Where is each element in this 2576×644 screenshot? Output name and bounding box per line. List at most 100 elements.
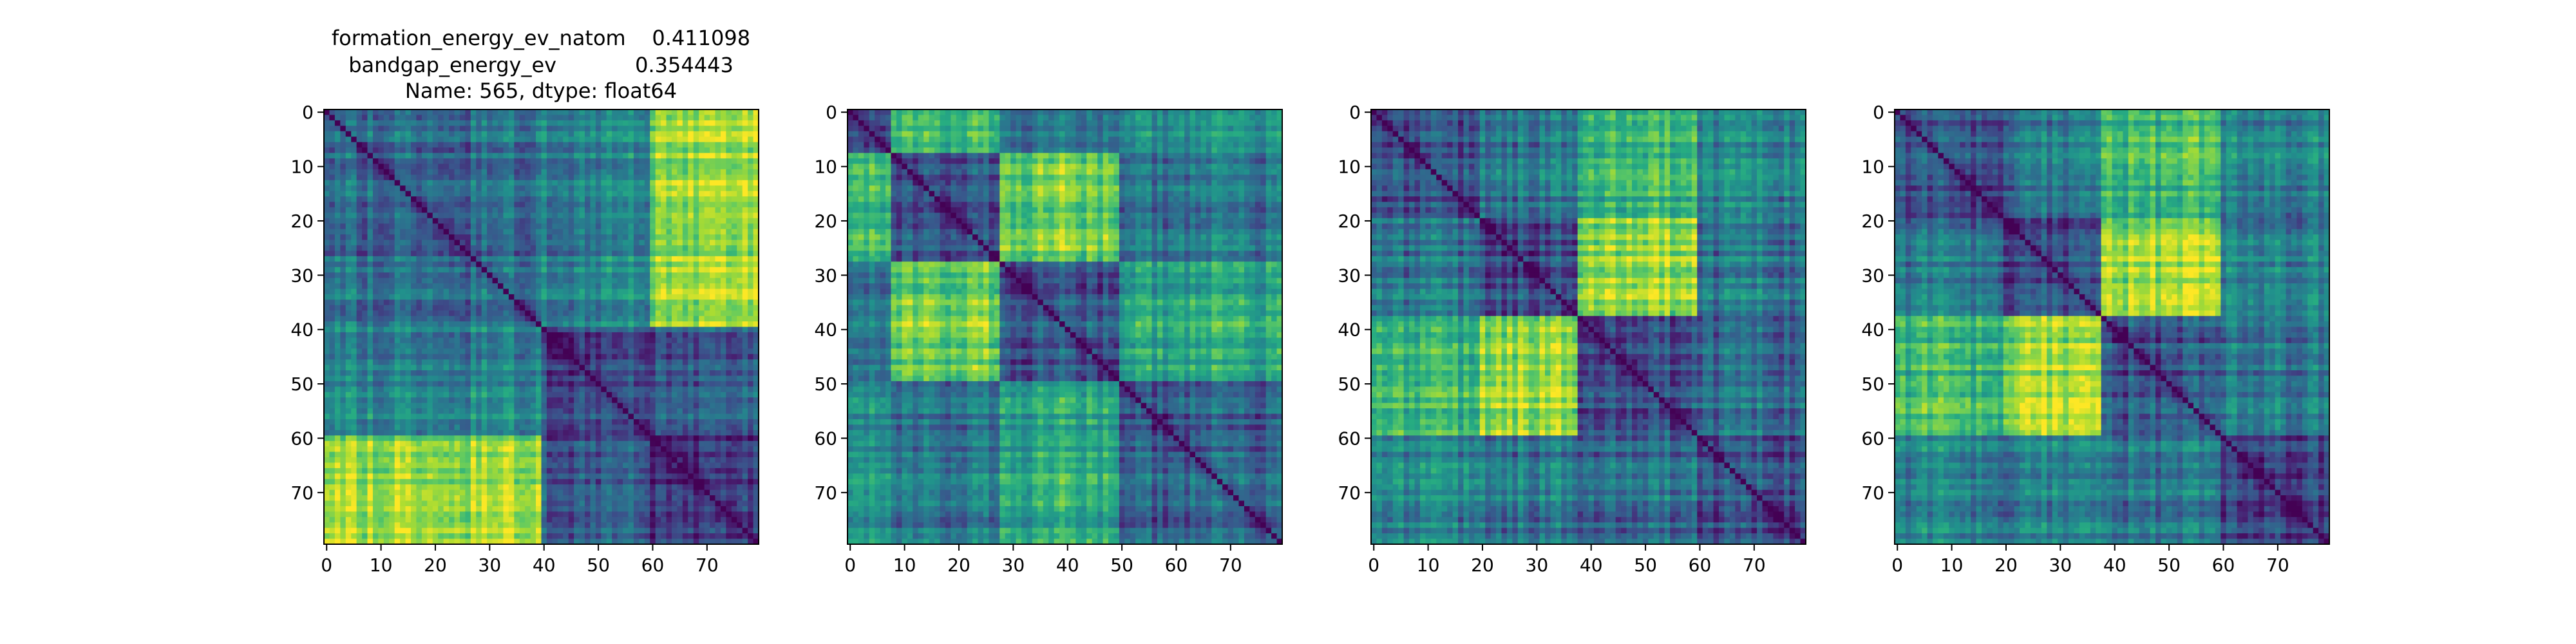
heatmap-cell [661, 120, 667, 126]
heatmap-cell [732, 397, 737, 403]
heatmap-cell [715, 272, 721, 278]
heatmap-cell [688, 441, 694, 447]
heatmap-cell [552, 164, 558, 169]
heatmap-cell [378, 316, 384, 322]
heatmap-cell [324, 386, 330, 392]
heatmap-cell [357, 414, 363, 420]
heatmap-cell [536, 327, 542, 333]
heatmap-cell [629, 229, 634, 235]
heatmap-cell [444, 196, 450, 202]
heatmap-cell [661, 299, 667, 305]
heatmap-cell [471, 359, 477, 365]
heatmap-cell [618, 137, 623, 142]
heatmap-cell [378, 131, 384, 137]
heatmap-cell [639, 299, 645, 305]
heatmap-cell [422, 305, 428, 311]
heatmap-cell [715, 343, 721, 349]
heatmap-cell [329, 289, 335, 294]
heatmap-cell [667, 305, 672, 311]
heatmap-cell [493, 175, 498, 180]
heatmap-cell [460, 386, 466, 392]
heatmap-cell [743, 158, 748, 164]
heatmap-cell [607, 267, 612, 273]
heatmap-cell [601, 202, 607, 207]
heatmap-cell [406, 354, 412, 360]
heatmap-cell [623, 419, 629, 425]
heatmap-cell [607, 370, 612, 376]
heatmap-cell [438, 196, 444, 202]
heatmap-cell [378, 435, 384, 441]
heatmap-cell [471, 229, 477, 235]
heatmap-cell [639, 332, 645, 338]
heatmap-cell [357, 142, 363, 148]
heatmap-cell [748, 408, 753, 414]
heatmap-cell [715, 403, 721, 409]
heatmap-cell [737, 375, 743, 381]
heatmap-cell [460, 299, 466, 305]
heatmap-cell [715, 202, 721, 207]
heatmap-cell [520, 251, 526, 256]
heatmap-cell [737, 386, 743, 392]
heatmap-cell [536, 321, 542, 327]
heatmap-cell [520, 185, 526, 191]
heatmap-cell [487, 299, 493, 305]
heatmap-cell [705, 403, 710, 409]
heatmap-cell [558, 365, 564, 371]
heatmap-cell [569, 164, 574, 169]
heatmap-cell [547, 430, 553, 436]
heatmap-cell [531, 240, 536, 246]
heatmap-cell [520, 169, 526, 175]
heatmap-cell [482, 169, 488, 175]
heatmap-cell [629, 218, 634, 224]
heatmap-cell [444, 299, 450, 305]
heatmap-cell [482, 419, 488, 425]
heatmap-cell [455, 202, 460, 207]
heatmap-cell [645, 256, 650, 262]
heatmap-cell [694, 397, 699, 403]
heatmap-cell [509, 175, 515, 180]
heatmap-cell [715, 375, 721, 381]
heatmap-cell [400, 147, 406, 153]
heatmap-cell [449, 354, 455, 360]
heatmap-cell [683, 289, 688, 294]
heatmap-cell [395, 131, 401, 137]
heatmap-cell [688, 343, 694, 349]
heatmap-cell [667, 109, 672, 115]
heatmap-cell [498, 245, 504, 251]
heatmap-cell [574, 316, 580, 322]
heatmap-cell [661, 213, 667, 218]
heatmap-cell [596, 327, 601, 333]
heatmap-cell [650, 435, 656, 441]
heatmap-cell [368, 441, 374, 447]
heatmap-cell [607, 251, 612, 256]
heatmap-cell [460, 261, 466, 267]
heatmap-cell [715, 408, 721, 414]
heatmap-cell [455, 321, 460, 327]
heatmap-cell [395, 337, 401, 343]
heatmap-cell [362, 180, 368, 186]
heatmap-cell [542, 381, 547, 387]
heatmap-cell [444, 332, 450, 338]
heatmap-cell [710, 397, 715, 403]
heatmap-cell [732, 267, 737, 273]
heatmap-cell [471, 397, 477, 403]
heatmap-cell [558, 359, 564, 365]
heatmap-cell [542, 185, 547, 191]
heatmap-cell [710, 115, 715, 120]
heatmap-cell [726, 435, 732, 441]
heatmap-cell [596, 261, 601, 267]
heatmap-cell [569, 213, 574, 218]
heatmap-cell [346, 403, 352, 409]
heatmap-cell [498, 337, 504, 343]
heatmap-cell [335, 441, 341, 447]
heatmap-cell [493, 229, 498, 235]
heatmap-cell [726, 191, 732, 197]
heatmap-cell [482, 185, 488, 191]
heatmap-cell [389, 147, 395, 153]
heatmap-cell [476, 153, 482, 159]
heatmap-cell [683, 213, 688, 218]
heatmap-cell [368, 251, 374, 256]
heatmap-cell [416, 337, 422, 343]
heatmap-cell [487, 185, 493, 191]
heatmap-cell [590, 126, 596, 131]
